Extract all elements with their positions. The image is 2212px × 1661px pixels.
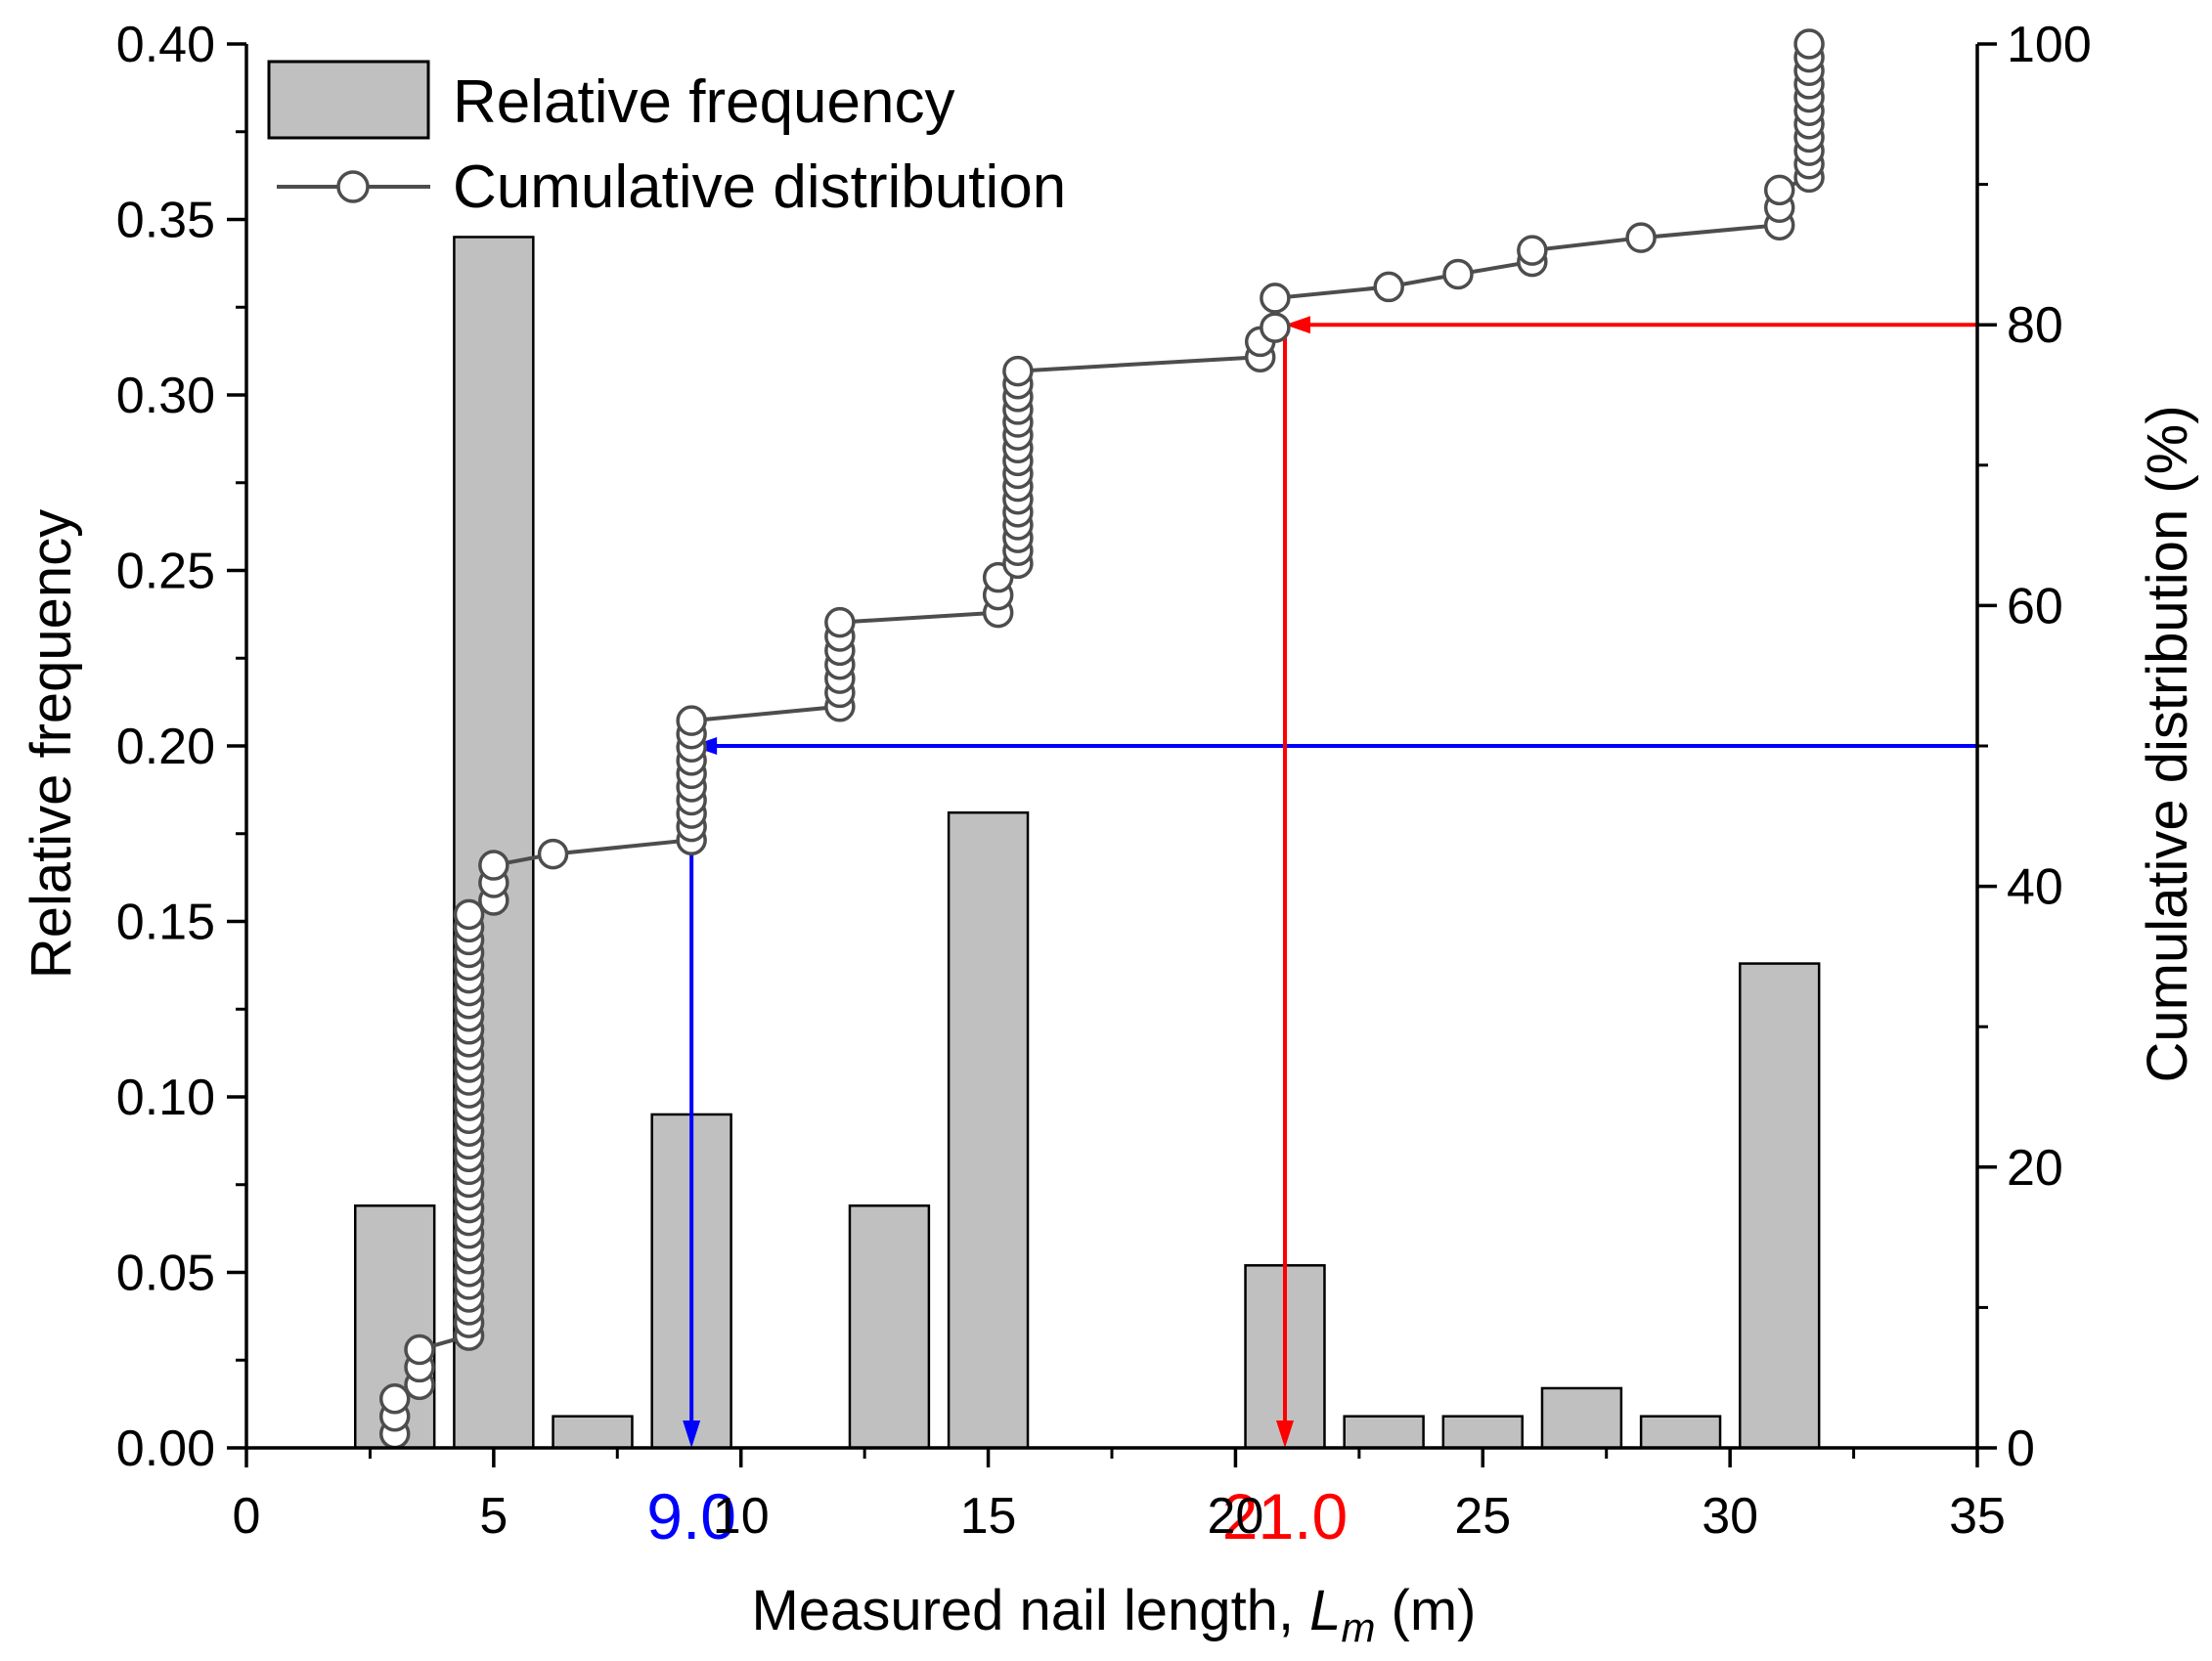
p80-value-label: 21.0 — [1222, 1480, 1348, 1552]
histogram-bar — [848, 1204, 931, 1450]
x-axis-title-subscript: m — [1341, 1604, 1375, 1650]
histogram-bar — [1540, 1386, 1623, 1450]
median-vertical-arrowhead — [683, 1421, 701, 1448]
x-tick-label: 35 — [1949, 1488, 2006, 1545]
legend: Relative frequency Cumulative distributi… — [267, 60, 1066, 221]
y-left-tick-label: 0.35 — [116, 193, 215, 249]
y-left-tick-label: 0.10 — [116, 1070, 215, 1126]
cumulative-point — [1517, 235, 1548, 266]
histogram-bar — [1739, 962, 1821, 1450]
cumulative-line-layer — [378, 28, 1825, 1450]
x-tick-label: 0 — [233, 1488, 261, 1545]
y-left-tick-label: 0.00 — [116, 1421, 215, 1477]
cumulative-point — [453, 898, 485, 931]
legend-line-marker — [336, 170, 370, 203]
histogram-bar — [1639, 1415, 1722, 1450]
x-tick-label: 20 — [1208, 1488, 1264, 1545]
y-right-tick-label: 80 — [2007, 297, 2063, 354]
cumulative-point — [1793, 28, 1825, 60]
cumulative-point — [824, 606, 856, 638]
x-axis-title-variable: L — [1309, 1579, 1341, 1642]
legend-bar-swatch — [267, 60, 430, 140]
histogram-bar — [552, 1415, 634, 1450]
p80-vertical-arrowhead — [1276, 1421, 1294, 1448]
cumulative-point — [537, 838, 569, 870]
y-right-tick-label: 0 — [2007, 1421, 2035, 1477]
x-axis-title-unit: (m) — [1375, 1579, 1476, 1642]
x-tick-label: 15 — [960, 1488, 1017, 1545]
y-right-tick-label: 100 — [2007, 17, 2092, 73]
annotations-layer: 9.0 21.0 — [646, 316, 1977, 1552]
y-left-tick-label: 0.05 — [116, 1246, 215, 1302]
y-left-tick-label: 0.40 — [116, 17, 215, 73]
cumulative-point — [1260, 312, 1291, 343]
cumulative-point — [1373, 271, 1404, 303]
cumulative-point — [404, 1333, 435, 1366]
y-right-tick-label: 20 — [2007, 1140, 2063, 1197]
y-left-tick-label: 0.15 — [116, 895, 215, 951]
y-left-tick-label: 0.25 — [116, 544, 215, 600]
x-tick-label: 30 — [1702, 1488, 1758, 1545]
cumulative-point — [1002, 355, 1034, 387]
cumulative-point — [1442, 258, 1474, 290]
legend-line-label: Cumulative distribution — [453, 153, 1066, 221]
cumulative-point — [1260, 283, 1291, 314]
legend-bar-label: Relative frequency — [453, 68, 955, 136]
histogram-bar — [1343, 1415, 1425, 1450]
y-left-tick-label: 0.20 — [116, 719, 215, 775]
y-right-axis-title: Cumulative distribution (%) — [2136, 405, 2199, 1082]
cumulative-point — [676, 705, 707, 736]
histogram-bar — [947, 810, 1030, 1450]
histogram-bar — [1441, 1415, 1524, 1450]
median-value-label: 9.0 — [646, 1480, 736, 1552]
y-right-tick-label: 40 — [2007, 859, 2063, 916]
ticks-layer: 0 5 10 15 20 25 30 35 0.00 0.05 0.10 0.15 0.20 0.25 0.… — [116, 17, 2092, 1545]
cumulative-point — [478, 850, 509, 881]
x-axis-title-main: Measured nail length, — [751, 1579, 1309, 1642]
x-axis-title: Measured nail length, Lm (m) — [751, 1579, 1476, 1650]
y-right-tick-label: 60 — [2007, 578, 2063, 634]
y-left-tick-label: 0.30 — [116, 368, 215, 424]
cumulative-point — [1625, 222, 1657, 253]
p80-horizontal-arrowhead — [1285, 316, 1310, 334]
cumulative-point — [378, 1382, 411, 1415]
cumulative-point — [1763, 174, 1795, 206]
y-left-axis-title: Relative frequency — [20, 509, 83, 979]
x-tick-label: 5 — [479, 1488, 508, 1545]
x-tick-label: 10 — [713, 1488, 770, 1545]
x-tick-label: 25 — [1454, 1488, 1511, 1545]
